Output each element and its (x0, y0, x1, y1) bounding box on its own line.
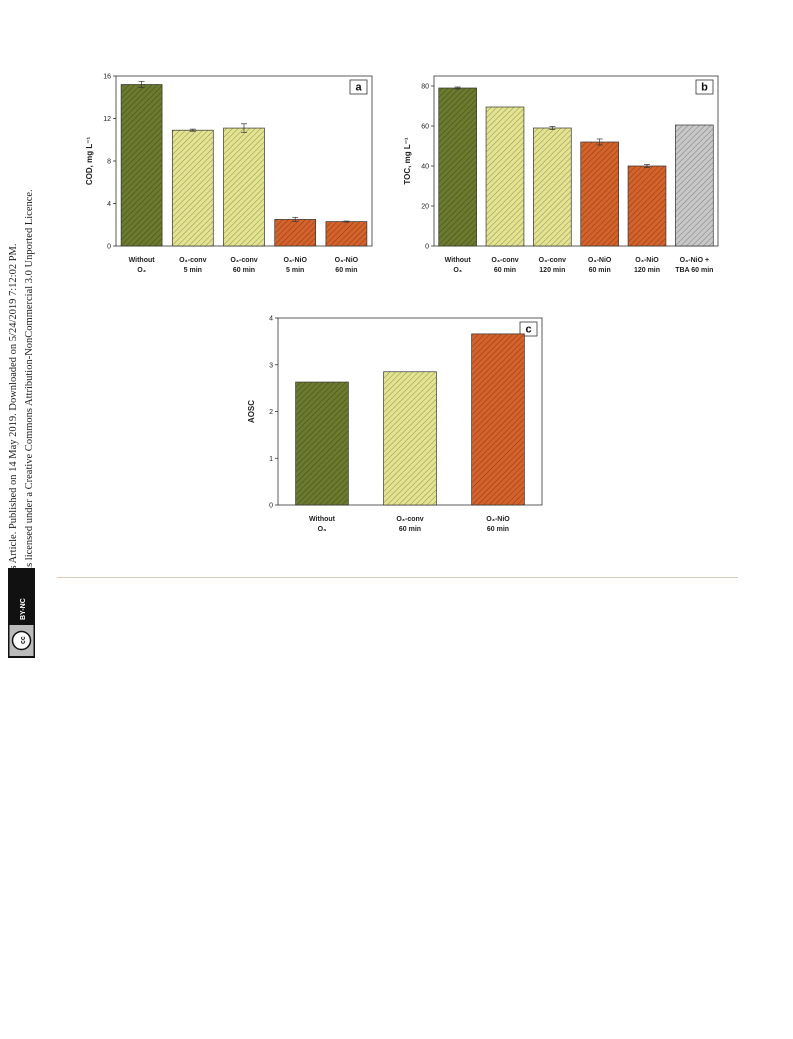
bar (383, 371, 437, 506)
panel-letter: c (525, 324, 531, 336)
y-tick-label: 0 (269, 503, 273, 510)
category-label: 60 min (494, 267, 516, 274)
category-label: O₃-NiO + (680, 257, 710, 264)
category-label: O₃-NiO (588, 257, 612, 264)
chart-panel-c: 0 1 2 3 4 AOSC c Without O₃ O₃-conv 60 min O₃-NiO 60… (248, 316, 543, 533)
panel-letter-box (519, 321, 538, 337)
panel-letter: b (701, 82, 708, 94)
category-label: 120 min (634, 267, 660, 274)
bar (627, 165, 667, 247)
badge-bync-text: BY-NC (20, 598, 27, 620)
badge-cc-text: cc (20, 636, 27, 644)
chart-panel-a: 0 4 8 12 16 COD, mg L⁻¹ a Without O₃ O₃-conv 5 min… (85, 74, 373, 274)
section-divider (57, 577, 738, 578)
category-label: O₃ (453, 267, 462, 274)
bar (485, 106, 525, 247)
bar (580, 141, 619, 247)
category-label: 60 min (335, 267, 357, 274)
panel-letter: a (355, 82, 362, 94)
category-label: O₃-conv (396, 516, 423, 523)
y-tick-label: 4 (269, 316, 273, 323)
y-tick-label: 2 (269, 409, 273, 416)
y-tick-label: 4 (107, 201, 111, 208)
bar (295, 381, 349, 506)
bar (533, 127, 572, 247)
y-tick-label: 1 (269, 456, 273, 463)
y-tick-label: 0 (425, 244, 429, 251)
category-label: 60 min (487, 526, 509, 533)
category-label: O₃-conv (491, 257, 518, 264)
chart-panel-b: 0 20 40 60 80 TOC, mg L⁻¹ b Without O₃ O₃-conv 60 … (403, 75, 719, 274)
category-label: O₃-conv (539, 257, 566, 264)
category-label: 60 min (589, 267, 611, 274)
panel-letter-box (695, 79, 714, 95)
sidebar-line-published: Open Access Article. Published on 14 May… (8, 243, 19, 620)
category-label: 60 min (399, 526, 421, 533)
plot-frame (433, 75, 719, 247)
category-label: Without (309, 516, 336, 523)
category-label: 60 min (233, 267, 255, 274)
category-label: O₃-conv (179, 257, 206, 264)
y-axis-label: AOSC (248, 400, 256, 423)
category-label: O₃-NiO (283, 257, 307, 264)
bar (325, 221, 368, 247)
category-label: O₃-NiO (335, 257, 359, 264)
sidebar-line-licence[interactable]: This article is licensed under a Creativ… (24, 189, 35, 620)
category-label: Without (445, 257, 472, 264)
category-label: O₃-NiO (635, 257, 659, 264)
category-label: O₃ (318, 526, 327, 533)
y-tick-label: 0 (107, 244, 111, 251)
panel-letter-box (349, 79, 368, 95)
y-tick-label: 16 (103, 74, 111, 81)
y-tick-label: 40 (421, 164, 429, 171)
category-label: 5 min (286, 267, 304, 274)
category-label: O₃ (137, 267, 146, 274)
cc-icon (11, 630, 32, 651)
category-label: 5 min (184, 267, 202, 274)
y-tick-label: 80 (421, 84, 429, 91)
bar (223, 127, 265, 247)
cc-license-badge[interactable]: cc BY-NC (8, 568, 35, 658)
bar (171, 129, 214, 247)
category-label: O₃-NiO (486, 516, 510, 523)
category-label: Without (129, 257, 156, 264)
bar (438, 87, 477, 247)
category-label: TBA 60 min (675, 267, 713, 274)
bar (471, 333, 525, 506)
bar (675, 124, 714, 247)
y-tick-label: 12 (103, 116, 111, 123)
y-axis-label: COD, mg L⁻¹ (85, 137, 94, 186)
y-axis-label: TOC, mg L⁻¹ (403, 137, 412, 185)
y-tick-label: 20 (421, 204, 429, 211)
y-tick-label: 8 (107, 159, 111, 166)
bar (120, 84, 163, 247)
y-tick-label: 60 (421, 124, 429, 131)
y-tick-label: 3 (269, 362, 273, 369)
bar (274, 219, 317, 247)
category-label: O₃-conv (230, 257, 257, 264)
category-label: 120 min (539, 267, 565, 274)
